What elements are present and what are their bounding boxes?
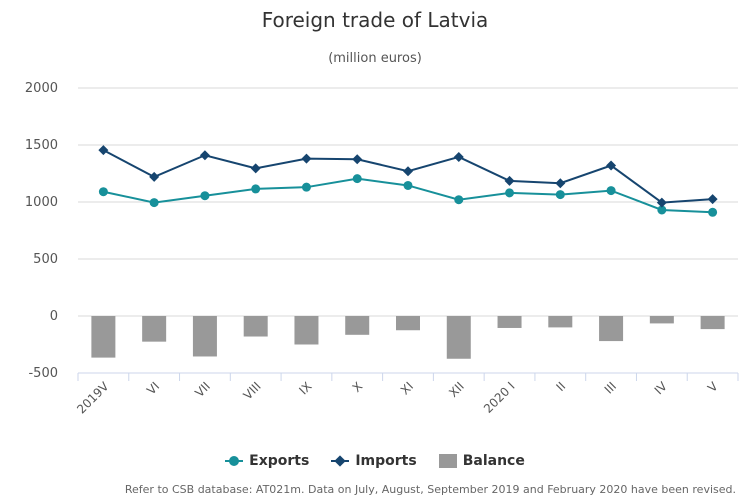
exports-point bbox=[403, 180, 413, 190]
exports-point bbox=[606, 186, 616, 196]
legend: Exports Imports Balance bbox=[0, 453, 750, 469]
balance-bar bbox=[396, 316, 420, 331]
x-tick-label: VI bbox=[144, 379, 162, 397]
balance-bar bbox=[91, 316, 116, 358]
imports-point bbox=[606, 160, 617, 171]
x-tick-label: 2019V bbox=[74, 379, 112, 417]
balance-marker-icon bbox=[438, 454, 457, 468]
x-tick-label: IV bbox=[652, 379, 671, 398]
imports-point bbox=[301, 153, 312, 164]
imports-point bbox=[352, 154, 363, 165]
chart-subtitle: (million euros) bbox=[328, 51, 422, 66]
balance-bar bbox=[345, 316, 370, 335]
x-tick-label: XI bbox=[398, 379, 416, 397]
y-tick-label: 0 bbox=[50, 309, 58, 324]
imports-point bbox=[707, 194, 718, 205]
x-axis-ticks: 2019V VI VII VIII IX X XI XII 2020 I II III IV V bbox=[74, 379, 721, 417]
y-tick-label: 2000 bbox=[25, 81, 58, 96]
chart-title: Foreign trade of Latvia bbox=[261, 8, 489, 32]
imports-point bbox=[656, 197, 667, 208]
y-tick-label: 1000 bbox=[25, 195, 58, 210]
x-tick-label: XII bbox=[446, 379, 467, 400]
footnote: Refer to CSB database: AT021m. Data on J… bbox=[124, 483, 736, 496]
exports-point bbox=[149, 198, 159, 208]
exports-point bbox=[657, 205, 667, 215]
balance-bar bbox=[192, 316, 217, 357]
exports-point bbox=[200, 191, 210, 201]
exports-point bbox=[251, 184, 261, 194]
x-tick-label: IX bbox=[296, 379, 314, 397]
exports-point bbox=[454, 195, 464, 205]
exports-point bbox=[708, 207, 718, 217]
x-tick-label: III bbox=[602, 379, 619, 396]
exports-point bbox=[352, 174, 362, 184]
balance-bar bbox=[294, 316, 319, 345]
x-tick-label: X bbox=[350, 379, 366, 395]
balance-bar bbox=[649, 316, 674, 324]
x-axis bbox=[77, 372, 739, 381]
imports-point bbox=[149, 171, 160, 182]
imports-point bbox=[250, 163, 261, 174]
imports-point bbox=[199, 150, 210, 161]
imports-point bbox=[555, 178, 566, 189]
y-tick-label: 1500 bbox=[25, 138, 58, 153]
imports-point bbox=[98, 145, 109, 156]
balance-bar bbox=[142, 316, 167, 342]
balance-bar bbox=[548, 316, 573, 328]
legend-item-balance[interactable]: Balance bbox=[438, 453, 525, 469]
exports-legend-dot bbox=[229, 456, 240, 466]
legend-item-imports[interactable]: Imports bbox=[331, 453, 417, 469]
imports-legend-diamond bbox=[334, 455, 346, 467]
y-tick-label: -500 bbox=[28, 366, 58, 381]
legend-item-exports[interactable]: Exports bbox=[225, 453, 309, 469]
y-tick-label: 500 bbox=[33, 252, 58, 267]
imports-marker-icon bbox=[331, 455, 350, 467]
x-tick-label: VIII bbox=[241, 379, 264, 402]
balance-bar bbox=[700, 316, 725, 330]
balance-bar bbox=[243, 316, 268, 337]
exports-point bbox=[301, 182, 311, 192]
exports-point bbox=[555, 190, 565, 200]
legend-label-balance: Balance bbox=[462, 453, 525, 469]
x-tick-label: VII bbox=[192, 379, 213, 400]
balance-bar bbox=[446, 316, 471, 359]
exports-marker-icon bbox=[225, 455, 244, 467]
imports-point bbox=[403, 166, 413, 177]
balance-bars bbox=[91, 316, 725, 359]
exports-point bbox=[98, 187, 108, 197]
imports-series bbox=[98, 145, 718, 208]
exports-point bbox=[505, 188, 515, 198]
y-axis-ticks: 2000 1500 1000 500 0 -500 bbox=[25, 81, 58, 381]
x-tick-label: 2020 I bbox=[481, 379, 518, 416]
imports-point bbox=[504, 175, 515, 186]
x-tick-label: V bbox=[705, 379, 721, 395]
legend-label-imports: Imports bbox=[355, 453, 417, 469]
balance-bar bbox=[497, 316, 522, 328]
balance-bar bbox=[599, 316, 624, 342]
legend-label-exports: Exports bbox=[249, 453, 310, 469]
imports-point bbox=[453, 151, 464, 162]
x-tick-label: II bbox=[554, 379, 569, 394]
exports-series bbox=[98, 174, 718, 217]
